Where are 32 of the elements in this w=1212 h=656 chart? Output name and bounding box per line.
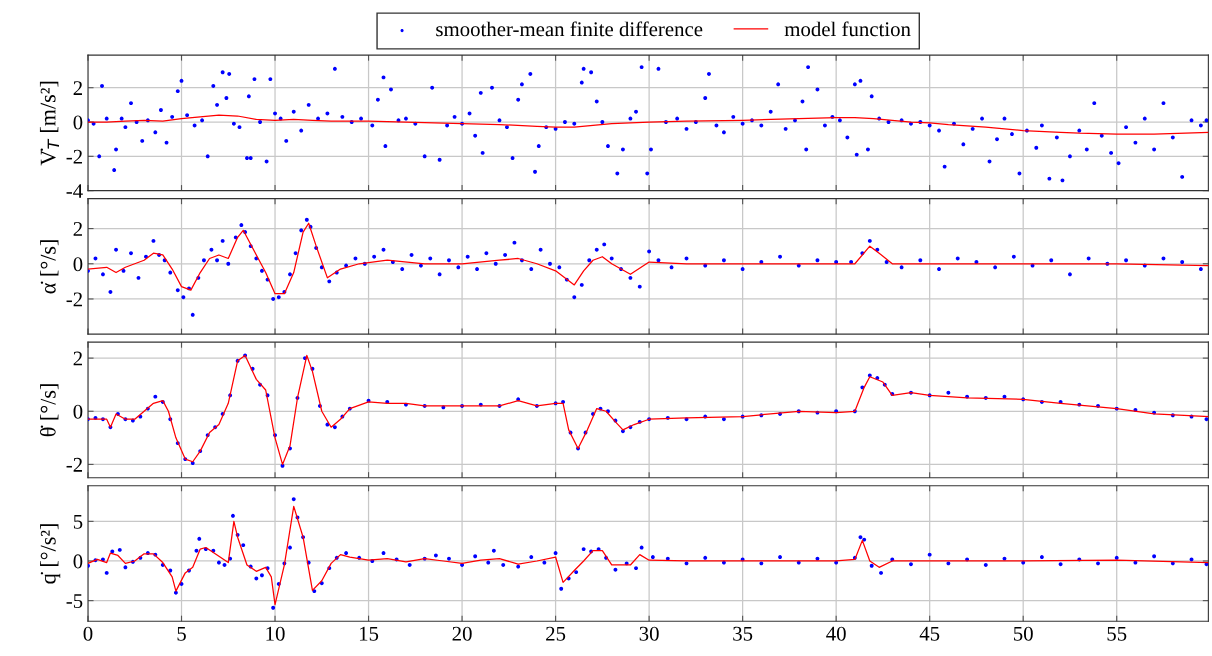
x-tick-label: 35: [733, 626, 753, 641]
x-tick-label: 55: [1107, 626, 1127, 641]
x-tick-label: 30: [639, 626, 659, 641]
y-tick-label: -2: [66, 457, 82, 472]
y-axis-title: q̇ [°/s²]: [40, 524, 61, 584]
y-tick-label: 2: [73, 351, 82, 366]
legend-label: smoother-mean finite difference: [436, 21, 703, 37]
x-tick-label: 15: [359, 626, 379, 641]
y-tick-label: -2: [66, 292, 82, 307]
y-tick-label: -2: [66, 149, 82, 164]
x-tick-label: 50: [1013, 626, 1033, 641]
x-tick-label: 5: [177, 626, 186, 641]
x-tick-label: 40: [826, 626, 846, 641]
x-tick-label: 45: [919, 626, 940, 641]
y-tick-label: 2: [73, 221, 82, 236]
y-tick-label: -5: [66, 594, 83, 609]
legend-label: model function: [784, 21, 911, 37]
y-tick-label: 0: [73, 115, 83, 130]
y-tick-label: -4: [66, 184, 83, 198]
x-tick-label: 0: [83, 626, 93, 641]
y-axis-title: θ̇ [°/s]: [39, 384, 59, 437]
y-axis-title: α̇ [°/s]: [40, 240, 59, 294]
y-tick-label: 0: [73, 404, 83, 419]
y-tick-label: 0: [73, 257, 83, 272]
y-tick-label: 5: [73, 514, 83, 529]
y-axis-title: V̇$_{T}$ [m/s²]: [39, 81, 59, 166]
y-tick-label: 0: [73, 554, 83, 569]
y-tick-label: 2: [73, 81, 82, 95]
x-tick-label: 20: [452, 626, 472, 641]
x-tick-label: 10: [266, 626, 285, 641]
x-tick-label: 25: [546, 626, 566, 641]
line-series: [87, 114, 1209, 135]
